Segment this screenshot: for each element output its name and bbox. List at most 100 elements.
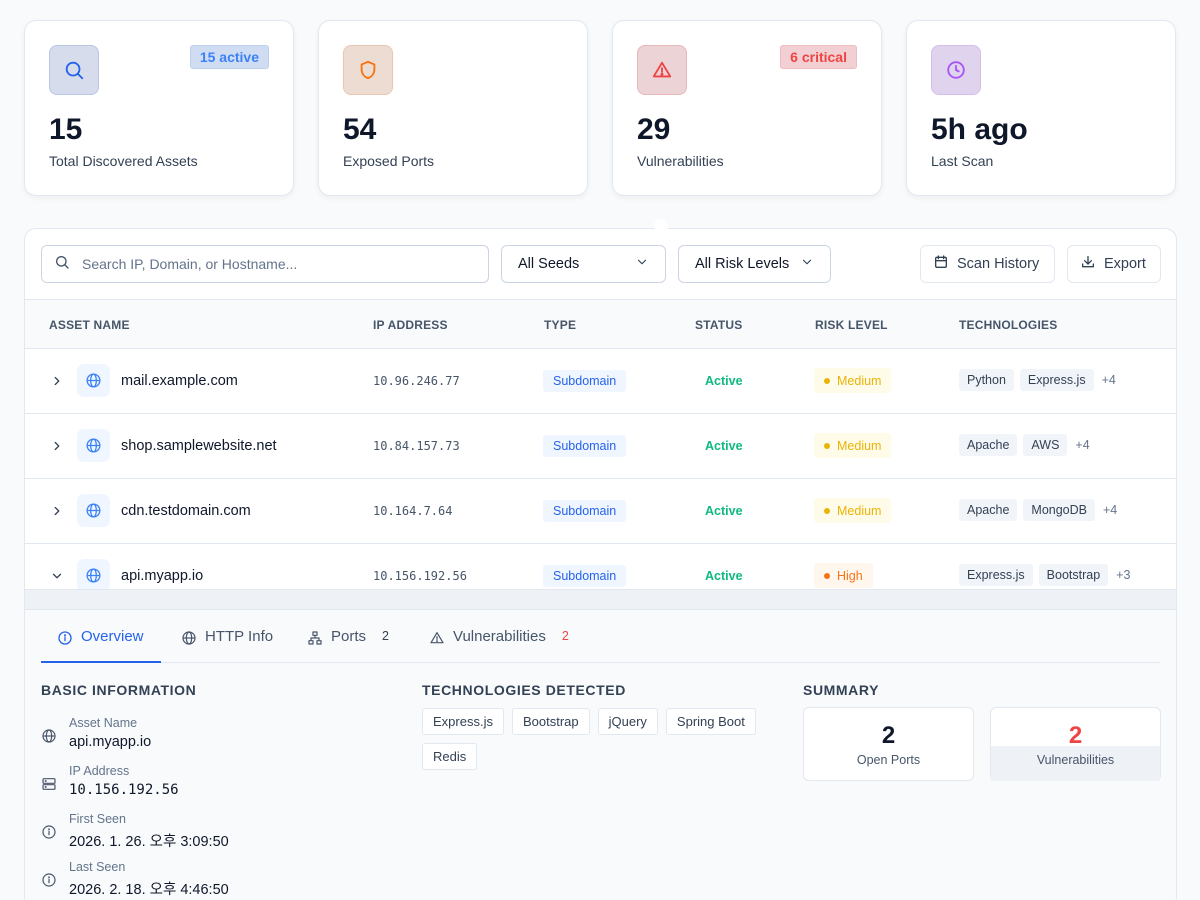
status-text: Active (705, 439, 743, 453)
server-icon (41, 776, 57, 792)
tech-more-count: +4 (1101, 373, 1116, 387)
asset-name[interactable]: shop.samplewebsite.net (121, 438, 277, 454)
chevron-right-icon[interactable] (49, 503, 65, 519)
risk-dot (824, 572, 830, 579)
stat-value: 29 (637, 113, 671, 146)
tech-chip: Bootstrap (1038, 564, 1109, 586)
chevron-right-icon[interactable] (49, 373, 65, 389)
scroll-indicator (654, 219, 668, 233)
info-icon (41, 872, 57, 888)
risk-badge: Medium (814, 433, 892, 458)
risk-filter-select[interactable]: All Risk Levels (678, 245, 831, 283)
risk-dot (824, 507, 830, 514)
stat-card-assets: 15 active 15 Total Discovered Assets (24, 20, 294, 196)
technology-tag: Spring Boot (665, 708, 756, 735)
asset-name[interactable]: api.myapp.io (121, 568, 204, 584)
chevron-down-icon (800, 255, 814, 273)
ip-address: 10.96.246.77 (373, 374, 460, 388)
risk-badge: Medium (814, 368, 892, 393)
active-badge: 15 active (189, 45, 269, 69)
globe-icon (77, 364, 110, 397)
ip-address: 10.84.157.73 (373, 439, 460, 453)
asset-name[interactable]: mail.example.com (121, 373, 238, 389)
ip-address: 10.156.192.56 (373, 569, 467, 583)
assets-panel: All Seeds All Risk Levels Scan History E… (24, 228, 1177, 900)
tab-http-info[interactable]: HTTP Info (165, 628, 289, 663)
info-label: IP Address (69, 764, 130, 778)
stat-label: Last Scan (931, 153, 994, 169)
seed-filter-select[interactable]: All Seeds (501, 245, 666, 283)
tech-chip: Express.js (1019, 369, 1094, 391)
globe-icon (181, 630, 197, 650)
globe-icon (77, 494, 110, 527)
chevron-down-icon[interactable] (49, 568, 65, 584)
summary-card-shade (991, 746, 1160, 781)
stat-label: Total Discovered Assets (49, 153, 198, 169)
search-input[interactable] (82, 256, 462, 272)
stat-card-vulnerabilities: 6 critical 29 Vulnerabilities (612, 20, 882, 196)
column-header-ip-address[interactable]: IP ADDRESS (373, 318, 448, 332)
risk-filter-value: All Risk Levels (695, 256, 790, 272)
type-badge: Subdomain (543, 435, 627, 457)
clock-icon (931, 45, 981, 95)
tab-ports[interactable]: Ports 2 (291, 628, 405, 663)
shield-icon (343, 45, 393, 95)
search-icon (54, 254, 70, 275)
technology-tag: Express.js (422, 708, 504, 735)
scan-history-button[interactable]: Scan History (920, 245, 1055, 283)
risk-label: Medium (837, 373, 882, 388)
status-text: Active (705, 374, 743, 388)
download-icon (1080, 254, 1096, 274)
seed-filter-value: All Seeds (518, 256, 580, 272)
critical-badge: 6 critical (780, 45, 857, 69)
chevron-right-icon[interactable] (49, 438, 65, 454)
risk-label: Medium (837, 438, 882, 453)
stat-value: 15 (49, 113, 83, 146)
search-box[interactable] (41, 245, 489, 283)
table-row-expanded[interactable]: api.myapp.io 10.156.192.56 Subdomain Act… (25, 544, 1176, 589)
technologies-title: TECHNOLOGIES DETECTED (422, 682, 626, 698)
detail-tabs: Overview HTTP Info Ports 2 Vulnerabilit (41, 628, 1160, 663)
info-label: Last Seen (69, 860, 126, 874)
calendar-icon (933, 254, 949, 274)
column-header-type[interactable]: TYPE (544, 318, 577, 332)
summary-label: Vulnerabilities (1036, 753, 1115, 767)
summary-value: 2 (881, 722, 896, 749)
column-header-asset-name[interactable]: ASSET NAME (49, 318, 130, 332)
info-label: First Seen (69, 812, 126, 826)
asset-name[interactable]: cdn.testdomain.com (121, 503, 251, 519)
scan-history-label: Scan History (957, 256, 1040, 272)
table-row[interactable]: shop.samplewebsite.net 10.84.157.73 Subd… (25, 414, 1176, 479)
export-button[interactable]: Export (1067, 245, 1161, 283)
globe-icon (77, 429, 110, 462)
column-header-status[interactable]: STATUS (695, 318, 743, 332)
tech-chip: MongoDB (1023, 499, 1095, 521)
scroll-divider (25, 589, 1176, 610)
tech-chip: AWS (1023, 434, 1068, 456)
tech-list: Apache AWS +4 (959, 434, 1090, 456)
tech-list: Python Express.js +4 (959, 369, 1116, 391)
warning-icon (637, 45, 687, 95)
column-header-technologies[interactable]: TECHNOLOGIES (959, 318, 1058, 332)
risk-dot (824, 377, 830, 384)
tab-label: HTTP Info (205, 628, 274, 645)
table-row[interactable]: mail.example.com 10.96.246.77 Subdomain … (25, 349, 1176, 414)
info-value: 2026. 1. 26. 오후 3:09:50 (69, 834, 229, 850)
column-header-risk-level[interactable]: RISK LEVEL (815, 318, 888, 332)
tab-label: Ports (331, 628, 367, 645)
info-label: Asset Name (69, 716, 138, 730)
summary-vulnerabilities: 2 Vulnerabilities (990, 707, 1161, 781)
tab-overview[interactable]: Overview (41, 628, 161, 663)
export-label: Export (1104, 256, 1146, 272)
tech-chip: Apache (959, 499, 1018, 521)
tech-more-count: +4 (1103, 503, 1118, 517)
globe-icon (77, 559, 110, 589)
network-icon (307, 630, 323, 650)
chevron-down-icon (635, 255, 649, 273)
table-row[interactable]: cdn.testdomain.com 10.164.7.64 Subdomain… (25, 479, 1176, 544)
tab-vulnerabilities[interactable]: Vulnerabilities 2 (413, 628, 585, 663)
info-value: api.myapp.io (69, 734, 152, 750)
tech-chip: Python (959, 369, 1014, 391)
basic-info-title: BASIC INFORMATION (41, 682, 197, 698)
info-icon (57, 630, 73, 650)
